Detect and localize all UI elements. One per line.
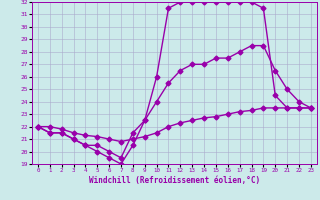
X-axis label: Windchill (Refroidissement éolien,°C): Windchill (Refroidissement éolien,°C) [89,176,260,185]
